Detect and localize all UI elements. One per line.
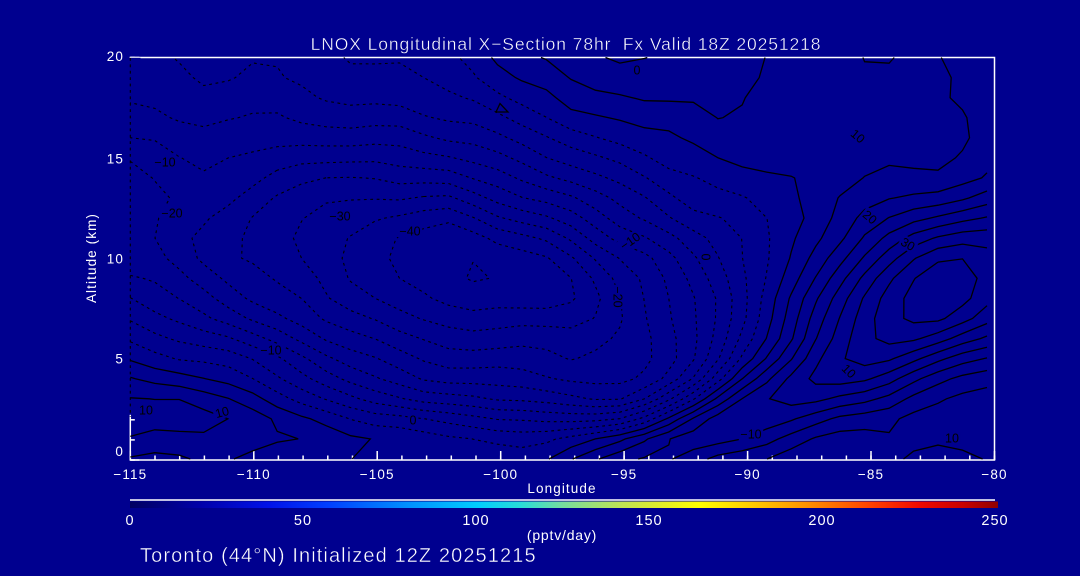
svg-text:−10: −10 bbox=[260, 344, 281, 358]
svg-text:−20: −20 bbox=[161, 207, 182, 221]
svg-text:(pptv/day): (pptv/day) bbox=[527, 527, 597, 543]
svg-text:−115: −115 bbox=[113, 467, 147, 482]
svg-text:10: 10 bbox=[139, 404, 153, 418]
svg-text:50: 50 bbox=[294, 513, 312, 529]
svg-text:−20: −20 bbox=[611, 286, 625, 307]
svg-text:−40: −40 bbox=[399, 225, 420, 239]
svg-text:0: 0 bbox=[115, 444, 124, 459]
svg-text:100: 100 bbox=[462, 513, 489, 529]
svg-text:Altitude (km): Altitude (km) bbox=[84, 213, 99, 303]
svg-text:0: 0 bbox=[634, 64, 641, 78]
svg-text:0: 0 bbox=[125, 513, 134, 529]
svg-text:−10: −10 bbox=[740, 428, 761, 442]
svg-text:200: 200 bbox=[808, 513, 835, 529]
svg-text:−30: −30 bbox=[329, 210, 350, 224]
svg-text:10: 10 bbox=[107, 252, 124, 267]
svg-text:20: 20 bbox=[107, 49, 124, 64]
svg-text:0: 0 bbox=[699, 254, 713, 261]
svg-text:30: 30 bbox=[898, 235, 917, 254]
svg-text:−105: −105 bbox=[360, 467, 395, 482]
svg-text:10: 10 bbox=[945, 432, 959, 446]
svg-text:10: 10 bbox=[214, 404, 231, 421]
svg-text:5: 5 bbox=[115, 352, 124, 367]
svg-text:Longitude: Longitude bbox=[527, 481, 596, 496]
svg-text:−10: −10 bbox=[154, 156, 175, 170]
svg-text:250: 250 bbox=[981, 513, 1008, 529]
svg-text:−95: −95 bbox=[611, 467, 637, 482]
svg-text:−85: −85 bbox=[858, 467, 884, 482]
svg-text:−100: −100 bbox=[483, 467, 518, 482]
svg-text:0: 0 bbox=[410, 414, 417, 428]
svg-text:−110: −110 bbox=[237, 467, 271, 482]
svg-text:150: 150 bbox=[635, 513, 662, 529]
svg-text:LNOX Longitudinal X−Section 78: LNOX Longitudinal X−Section 78hr Fx Vali… bbox=[311, 34, 822, 54]
svg-text:15: 15 bbox=[107, 152, 124, 167]
svg-text:−80: −80 bbox=[981, 467, 1007, 482]
svg-text:Toronto (44°N) Initialized 12Z: Toronto (44°N) Initialized 12Z 20251215 bbox=[140, 545, 537, 567]
svg-text:−90: −90 bbox=[734, 467, 760, 482]
